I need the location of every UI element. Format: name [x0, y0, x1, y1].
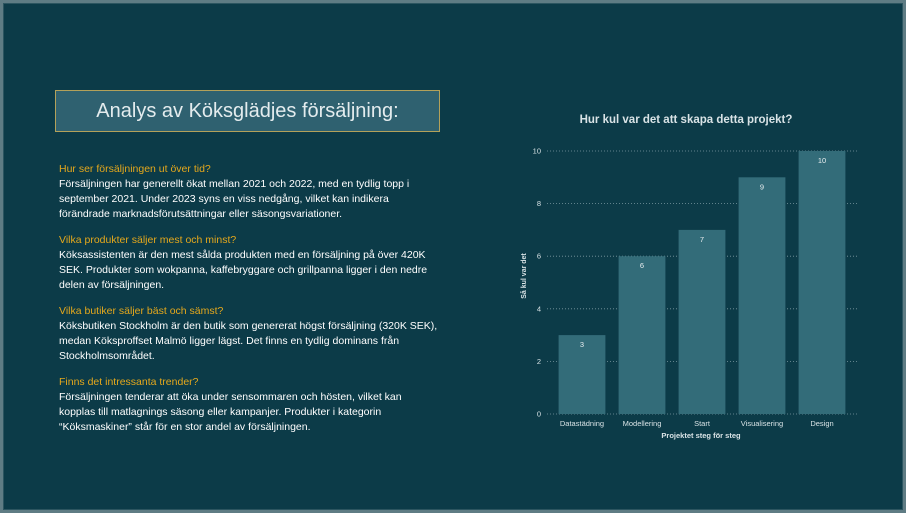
y-tick-label: 6	[537, 252, 541, 261]
x-tick-label: Datastädning	[560, 419, 604, 428]
bar-design	[798, 151, 846, 414]
fun-bar-chart: Hur kul var det att skapa detta projekt?…	[520, 114, 857, 440]
answer-text: Köksbutiken Stockholm är den butik som g…	[59, 320, 438, 362]
question-heading: Vilka produkter säljer mest och minst?	[59, 234, 237, 246]
bar-start	[678, 229, 726, 414]
answer-text: Försäljningen tenderar att öka under sen…	[59, 391, 402, 433]
y-tick-label: 0	[537, 410, 541, 419]
x-axis-label: Projektet steg för steg	[661, 431, 741, 440]
x-tick-label: Visualisering	[741, 419, 783, 428]
qa-section-stores: Vilka butiker säljer bäst och sämst? Kök…	[59, 304, 439, 364]
chart-title: Hur kul var det att skapa detta projekt?	[580, 114, 793, 126]
question-heading: Finns det intressanta trender?	[59, 376, 199, 388]
x-tick-label: Modellering	[623, 419, 662, 428]
y-tick-label: 4	[537, 304, 541, 313]
x-tick-label: Design	[810, 419, 833, 428]
question-heading: Hur ser försäljningen ut över tid?	[59, 163, 211, 175]
y-tick-label: 10	[533, 147, 541, 156]
qa-section-sales-over-time: Hur ser försäljningen ut över tid? Försä…	[59, 162, 439, 222]
answer-text: Försäljningen har generellt ökat mellan …	[59, 178, 410, 220]
answer-text: Köksassistenten är den mest sålda produk…	[59, 249, 428, 291]
y-axis-label: Så kul var det	[520, 253, 528, 299]
data-label: 10	[818, 156, 826, 165]
bar-modellering	[618, 256, 666, 414]
bars: 3 Datastädning 6 Modellering 7 Start 9 Visualis…	[558, 151, 846, 428]
x-tick-label: Start	[694, 419, 711, 428]
qa-section-trends: Finns det intressanta trender? Försäljni…	[59, 375, 439, 435]
y-tick-label: 2	[537, 357, 541, 366]
bar-datastädning	[558, 335, 606, 414]
data-label: 6	[640, 261, 644, 270]
data-label: 9	[760, 182, 764, 191]
bar-visualisering	[738, 177, 786, 414]
data-label: 7	[700, 235, 704, 244]
question-heading: Vilka butiker säljer bäst och sämst?	[59, 305, 224, 317]
qa-section-products: Vilka produkter säljer mest och minst? K…	[59, 233, 439, 293]
data-label: 3	[580, 340, 584, 349]
page-title: Analys av Köksglädjes försäljning:	[55, 90, 440, 132]
y-tick-label: 8	[537, 199, 541, 208]
